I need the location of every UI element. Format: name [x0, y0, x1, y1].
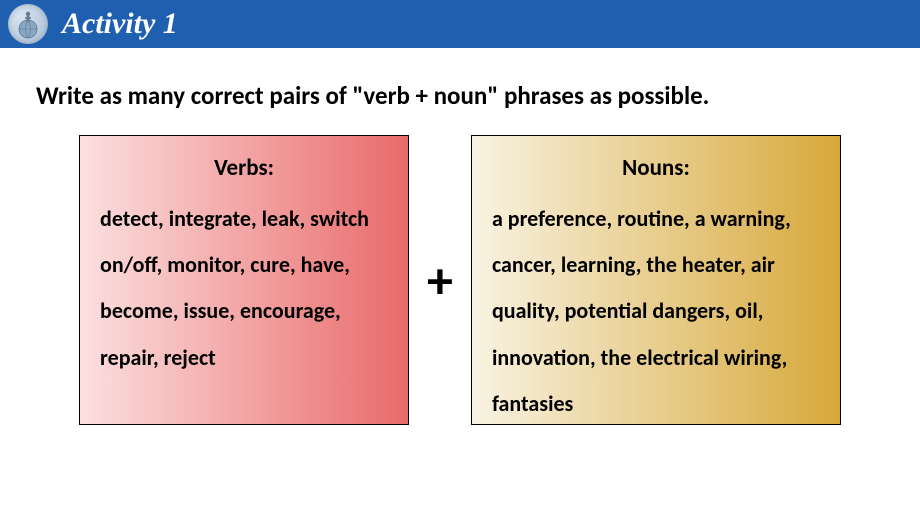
verbs-box: Verbs: detect, integrate, leak, switch o…	[79, 135, 409, 425]
verbs-content: detect, integrate, leak, switch on/off, …	[100, 196, 388, 381]
verbs-heading: Verbs:	[100, 154, 388, 182]
nouns-content: a preference, routine, a warning, cancer…	[492, 196, 820, 427]
instruction-text: Write as many correct pairs of "verb + n…	[0, 48, 920, 135]
header-title: Activity 1	[62, 7, 178, 41]
nouns-heading: Nouns:	[492, 154, 820, 182]
header-bar: Activity 1	[0, 0, 920, 48]
plus-symbol: +	[409, 254, 471, 306]
nouns-box: Nouns: a preference, routine, a warning,…	[471, 135, 841, 425]
boxes-row: Verbs: detect, integrate, leak, switch o…	[0, 135, 920, 425]
globe-figure-icon	[8, 4, 48, 44]
icon-svg	[13, 9, 43, 39]
